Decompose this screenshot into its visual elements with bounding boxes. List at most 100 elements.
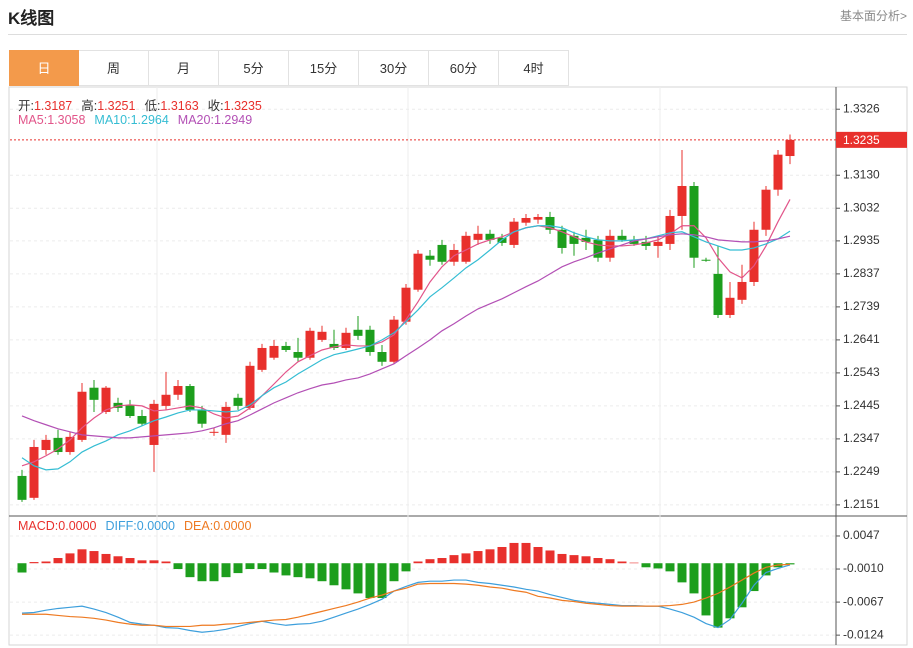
ma-legend-value: 1.2949 — [213, 113, 253, 127]
candle-body — [209, 431, 219, 433]
candle-body — [617, 235, 627, 240]
candle-body — [569, 235, 579, 244]
macd-bar — [245, 563, 255, 570]
macd-bar — [557, 553, 567, 564]
readout-value: 1.3163 — [160, 99, 199, 113]
period-tab[interactable]: 60分 — [429, 50, 499, 86]
macd-bar — [581, 556, 591, 564]
y-tick-label: 1.3032 — [843, 200, 880, 214]
candle-body — [509, 221, 519, 245]
period-tab[interactable]: 15分 — [289, 50, 359, 86]
candle-body — [785, 139, 795, 157]
chart-frame — [8, 86, 908, 646]
macd-bar — [389, 563, 399, 582]
y-tick-label: -0.0010 — [843, 561, 884, 575]
candle-body — [773, 154, 783, 190]
macd-bar — [425, 559, 435, 564]
macd-bar — [233, 563, 243, 574]
macd-bar — [269, 563, 279, 573]
period-tab[interactable]: 4时 — [499, 50, 569, 86]
macd-bar — [53, 558, 63, 564]
candle-body — [581, 237, 591, 242]
macd-bar — [137, 560, 147, 564]
candle-body — [173, 386, 183, 395]
macd-bar — [749, 563, 759, 592]
candle-body — [461, 235, 471, 262]
macd-bar — [785, 563, 795, 565]
period-tabs: 日周月 5分 15分 30分 60分 4时 — [9, 50, 569, 86]
candle-body — [353, 329, 363, 336]
candle-body — [401, 287, 411, 322]
macd-legend-value: 0.0000 — [136, 519, 175, 533]
macd-bar — [617, 561, 627, 564]
candle-body — [137, 415, 147, 424]
macd-bar — [341, 563, 351, 590]
candle-body — [365, 329, 375, 353]
macd-line — [21, 564, 791, 633]
readout-label: 高: — [81, 99, 98, 113]
candle-body — [605, 235, 615, 258]
period-tab[interactable]: 月 — [149, 50, 219, 86]
readout-label: 低: — [144, 99, 161, 113]
candle-body — [437, 244, 447, 262]
readout-value: 1.3235 — [223, 99, 262, 113]
last-price-label: 1.3235 — [843, 133, 880, 147]
macd-legend-value: 0.0000 — [58, 519, 97, 533]
macd-bar — [437, 558, 447, 564]
macd-bar — [317, 563, 327, 582]
candle-body — [41, 439, 51, 451]
period-tab[interactable]: 5分 — [219, 50, 289, 86]
candle-body — [485, 233, 495, 240]
macd-bar — [461, 553, 471, 564]
period-tab[interactable]: 30分 — [359, 50, 429, 86]
readout-label: 开: — [18, 99, 34, 113]
candle-body — [149, 403, 159, 445]
macd-bar — [569, 555, 579, 564]
y-tick-label: -0.0124 — [843, 627, 884, 641]
candle-body — [269, 345, 279, 358]
y-tick-label: -0.0067 — [843, 594, 884, 608]
macd-bar — [17, 563, 27, 573]
analysis-link[interactable]: 基本面分析> — [839, 9, 907, 23]
candle-body — [197, 409, 207, 424]
candle-body — [125, 404, 135, 416]
ma-readout: MA5:1.3058 MA10:1.2964 MA20:1.2949 — [18, 113, 261, 127]
candle-body — [713, 273, 723, 315]
macd-bar — [401, 563, 411, 572]
macd-bar — [689, 563, 699, 594]
macd-bar — [713, 563, 723, 628]
ma-legend-name: MA20: — [177, 113, 214, 127]
macd-bar — [113, 556, 123, 564]
y-tick-label: 1.3130 — [843, 167, 880, 181]
macd-bar — [605, 559, 615, 564]
macd-legend-value: 0.0000 — [213, 519, 252, 533]
ohlc-readout: 开:1.3187 高:1.3251 低:1.3163 收:1.3235 — [18, 95, 271, 114]
period-tab[interactable]: 周 — [79, 50, 149, 86]
candle-body — [77, 391, 87, 440]
macd-bar — [89, 551, 99, 564]
candle-body — [629, 239, 639, 244]
ma-line — [21, 199, 791, 467]
macd-bar — [641, 563, 651, 568]
candle-body — [557, 229, 567, 248]
ma-legend-value: 1.3058 — [47, 113, 86, 127]
macd-bar — [701, 563, 711, 616]
period-tab[interactable]: 日 — [9, 50, 79, 86]
macd-bar — [485, 549, 495, 564]
candle-body — [53, 437, 63, 453]
macd-bar — [533, 546, 543, 564]
candle-body — [677, 185, 687, 216]
y-tick-label: 1.2445 — [843, 398, 880, 412]
ma-legend-name: MA5: — [18, 113, 48, 127]
candle-body — [293, 352, 303, 358]
candle-body — [89, 387, 99, 400]
macd-bar — [161, 561, 171, 564]
macd-line — [22, 563, 791, 628]
macd-bar — [293, 563, 303, 578]
ma-legend-name: MA10: — [94, 113, 131, 127]
candle-body — [725, 297, 735, 315]
readout-value: 1.3251 — [97, 99, 136, 113]
candle-body — [641, 241, 651, 246]
page-title: K线图 — [8, 9, 55, 28]
